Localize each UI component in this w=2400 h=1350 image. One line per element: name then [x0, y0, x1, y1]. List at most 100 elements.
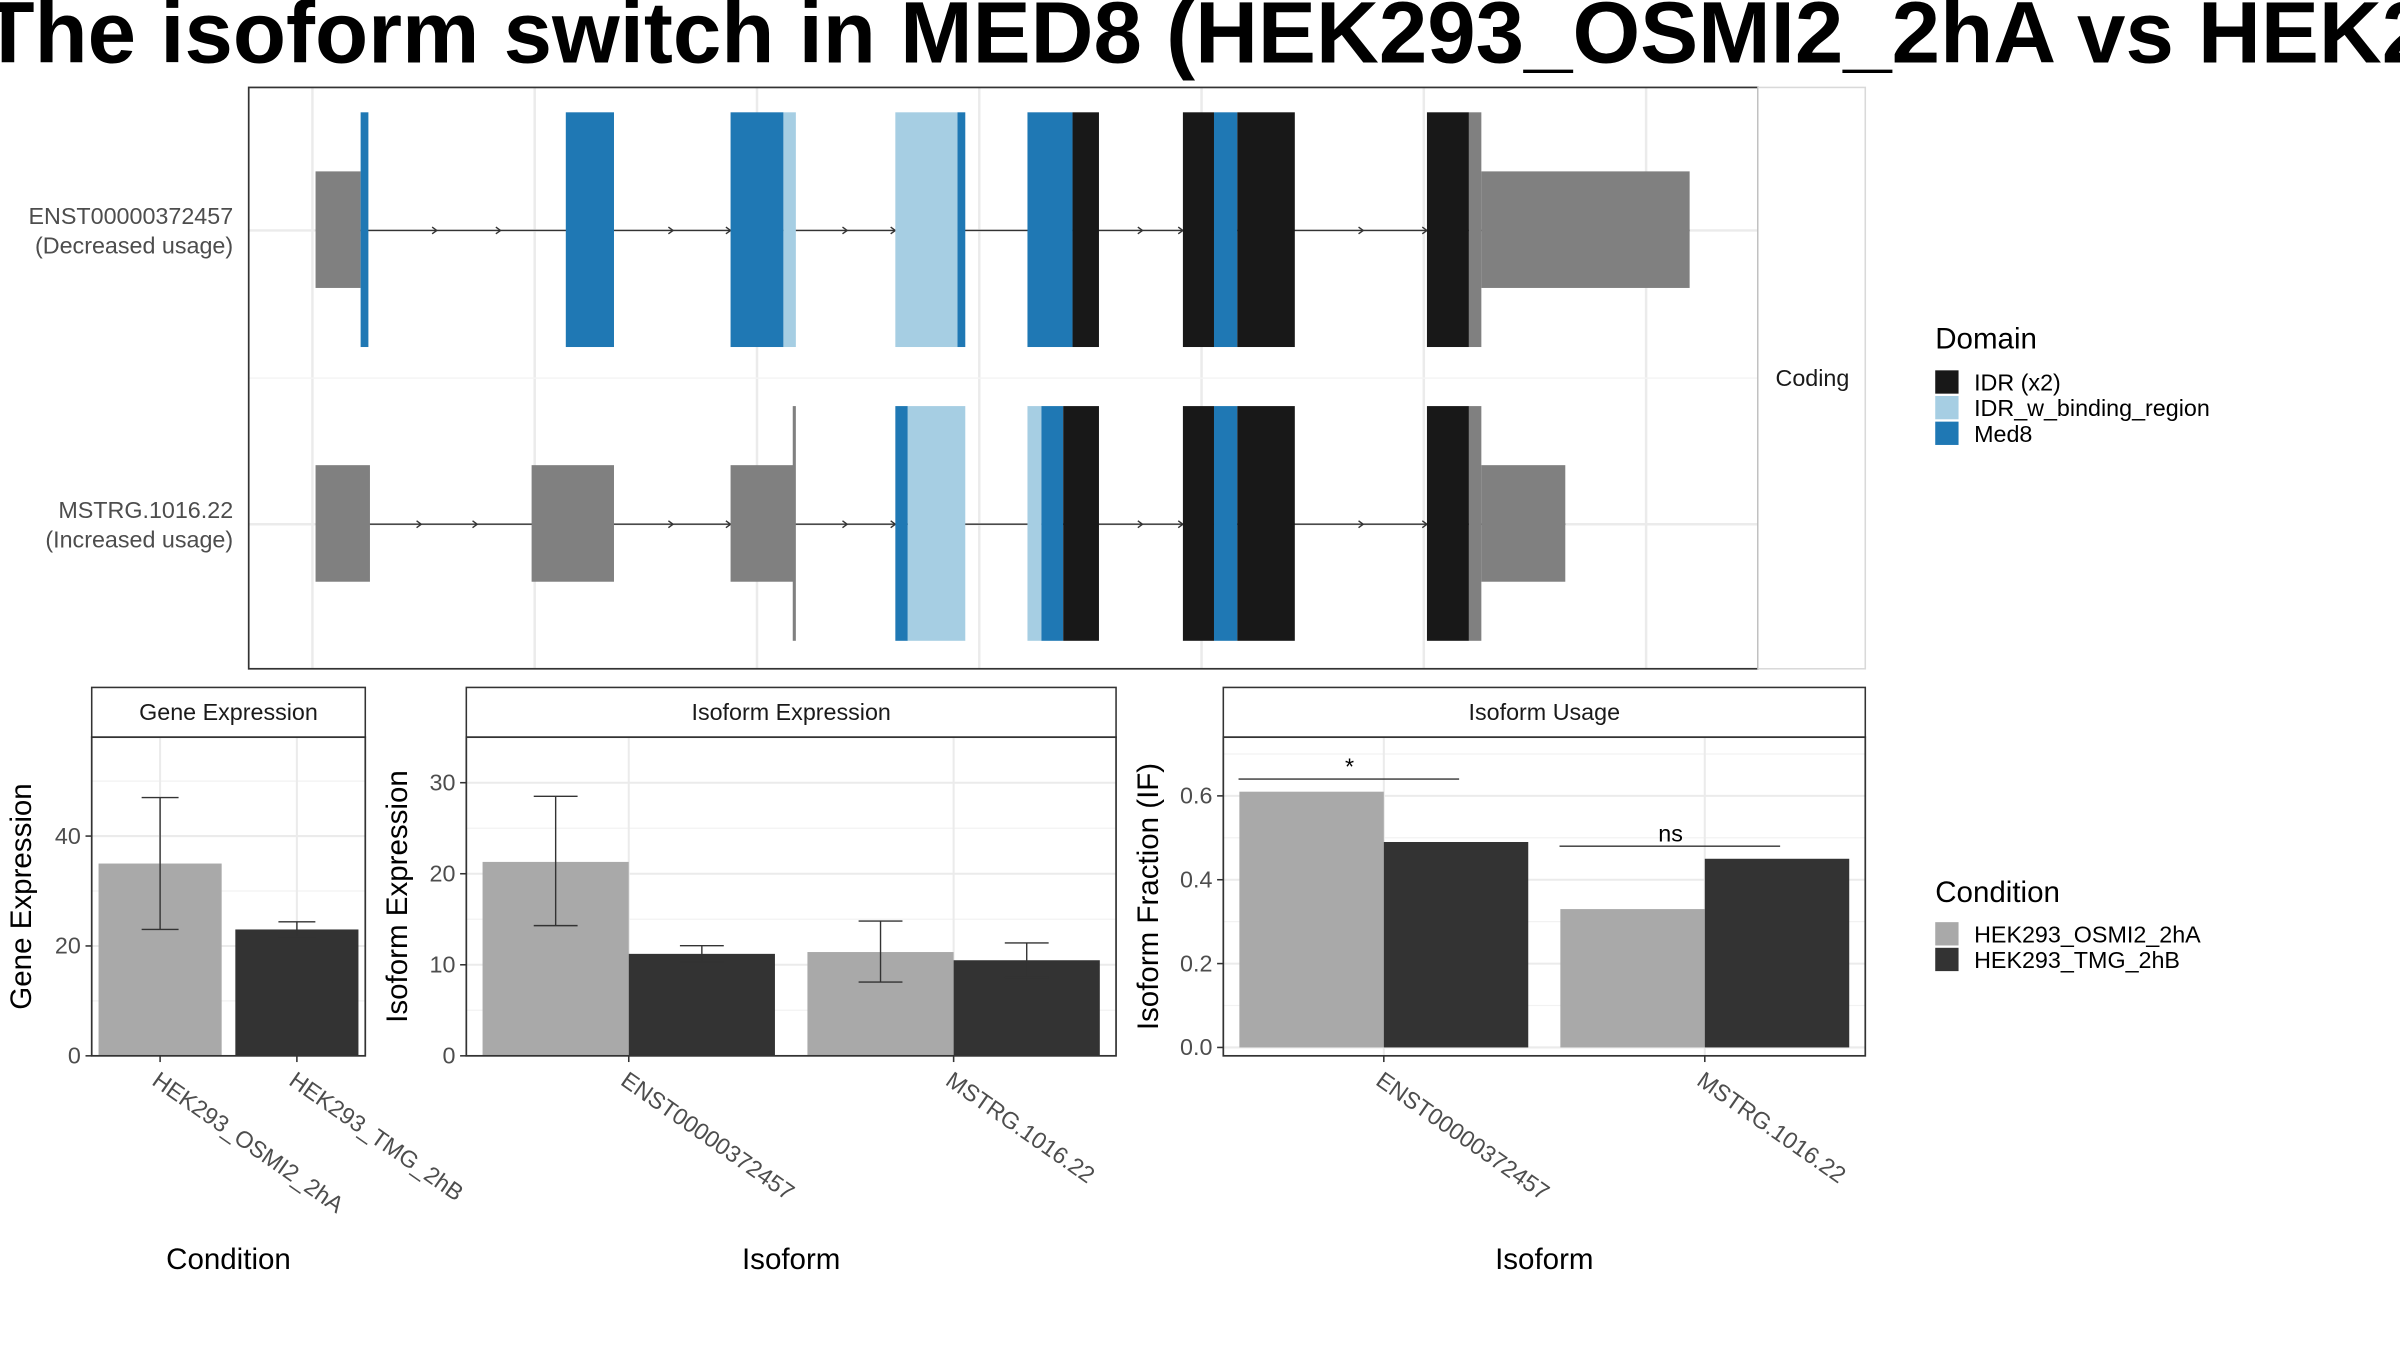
legend-label: HEK293_OSMI2_2hA [1974, 921, 2201, 947]
exon-idr [1072, 112, 1099, 348]
intron-arrow [1137, 226, 1144, 235]
exon-idr-binding [783, 112, 796, 348]
exon-med8 [1213, 406, 1238, 641]
x-axis-title: Isoform [1495, 1243, 1593, 1276]
intron-arrow [1137, 520, 1144, 529]
legend-swatch [1935, 395, 1959, 420]
track-label: MSTRG.1016.22 [58, 497, 233, 523]
panel-border [1222, 736, 1867, 1057]
exon-med8 [1027, 112, 1073, 348]
utr-exon [315, 171, 361, 288]
exon-idr-binding [895, 112, 958, 348]
legend-label: IDR_w_binding_region [1974, 395, 2210, 421]
significance-label: ns [1658, 821, 1683, 847]
exon-med8 [565, 112, 614, 348]
exon-idr [1426, 406, 1469, 641]
bar [1239, 791, 1384, 1048]
panel-strip [1222, 686, 1867, 738]
y-tick-label: 10 [430, 952, 456, 978]
track-label-usage: (Increased usage) [45, 527, 233, 553]
exon-med8 [730, 112, 784, 348]
significance-label: * [1345, 753, 1354, 779]
exon-idr [1237, 112, 1295, 348]
exon-idr-binding [1027, 406, 1042, 641]
exon-idr [1182, 406, 1214, 641]
panel-title: Isoform Expression [691, 699, 890, 725]
y-tick-label: 20 [430, 861, 456, 887]
intron-arrow [472, 520, 479, 529]
legend-title: Condition [1935, 876, 2060, 909]
y-tick-label: 0.0 [1180, 1034, 1212, 1060]
intron-arrow [842, 226, 849, 235]
exon-idr [1182, 112, 1214, 348]
intron-arrow [495, 226, 502, 235]
intron-arrow [1358, 520, 1365, 529]
y-tick-label: 0.2 [1180, 950, 1212, 976]
intron-arrow [416, 520, 423, 529]
utr-exon [730, 465, 795, 582]
panel-border [90, 736, 367, 1057]
y-axis-title: Isoform Expression [381, 770, 414, 1023]
legend-swatch [1935, 421, 1959, 445]
exon-med8 [1213, 112, 1238, 348]
x-tick-label: ENST00000372457 [1372, 1067, 1555, 1206]
strip-label: Coding [1776, 365, 1850, 391]
chart-title: The isoform switch in MED8 (HEK293_OSMI2… [0, 0, 2400, 82]
intron-arrow [431, 226, 438, 235]
x-tick-label: MSTRG.1016.22 [1693, 1067, 1851, 1189]
bar [1383, 841, 1529, 1048]
utr-exon [1481, 171, 1690, 288]
y-tick-label: 20 [55, 933, 81, 959]
legend-swatch [1935, 370, 1959, 394]
exon-med8 [895, 406, 908, 641]
x-tick-label: ENST00000372457 [617, 1067, 800, 1206]
x-axis-title: Isoform [742, 1243, 840, 1276]
intron-arrow [1358, 226, 1365, 235]
isoform-usage-panel: Isoform Usage 0.0 0.2 0.4 0.6 * ns ENST00000372… [1132, 686, 1867, 1276]
exon-idr [1063, 406, 1099, 641]
x-axis-title: Condition [166, 1243, 291, 1276]
y-tick-label: 40 [55, 823, 81, 849]
intron-arrow [667, 520, 675, 529]
y-tick-label: 0.6 [1180, 783, 1212, 809]
strip-box [1757, 86, 1867, 670]
legend-label: IDR (x2) [1974, 370, 2061, 396]
utr-exon [315, 465, 370, 582]
bar [1560, 909, 1705, 1048]
y-axis-title: Gene Expression [5, 783, 38, 1009]
x-tick-label: MSTRG.1016.22 [941, 1067, 1099, 1189]
isoform-expression-panel: Isoform Expression 0 10 20 30 ENST00000372457… [381, 686, 1117, 1276]
isoform-structure-panel: Coding ENST00000372457 (Decreased usage) MS… [29, 86, 1867, 670]
panel-title: Isoform Usage [1469, 699, 1621, 725]
panel-border [465, 736, 1117, 1057]
legend-swatch [1935, 947, 1959, 972]
y-tick-label: 0.4 [1180, 867, 1212, 893]
panel-strip [465, 686, 1117, 738]
utr-exon [531, 465, 614, 582]
intron-arrow [842, 520, 849, 529]
y-axis-title: Isoform Fraction (IF) [1132, 763, 1165, 1030]
utr-exon [1481, 465, 1566, 582]
legend-label: HEK293_TMG_2hB [1974, 947, 2180, 973]
exon-med8 [360, 112, 369, 348]
bar [1704, 858, 1850, 1048]
legend-swatch [1935, 922, 1959, 946]
track-label: ENST00000372457 [29, 203, 234, 229]
legend-title: Domain [1935, 323, 2037, 356]
utr-exon [1468, 406, 1482, 641]
utr-exon [792, 406, 796, 641]
bar [235, 929, 359, 1056]
panel-title: Gene Expression [139, 699, 318, 725]
y-tick-label: 30 [430, 769, 456, 795]
bar [628, 953, 775, 1056]
utr-exon [1468, 112, 1482, 348]
exon-med8 [1041, 406, 1064, 641]
y-tick-label: 0 [68, 1043, 81, 1069]
legend-label: Med8 [1974, 421, 2032, 447]
exon-idr [1426, 112, 1469, 348]
exon-idr-binding [907, 406, 966, 641]
intron-arrow [667, 226, 675, 235]
track-label-usage: (Decreased usage) [35, 233, 233, 259]
exon-idr [1237, 406, 1295, 641]
